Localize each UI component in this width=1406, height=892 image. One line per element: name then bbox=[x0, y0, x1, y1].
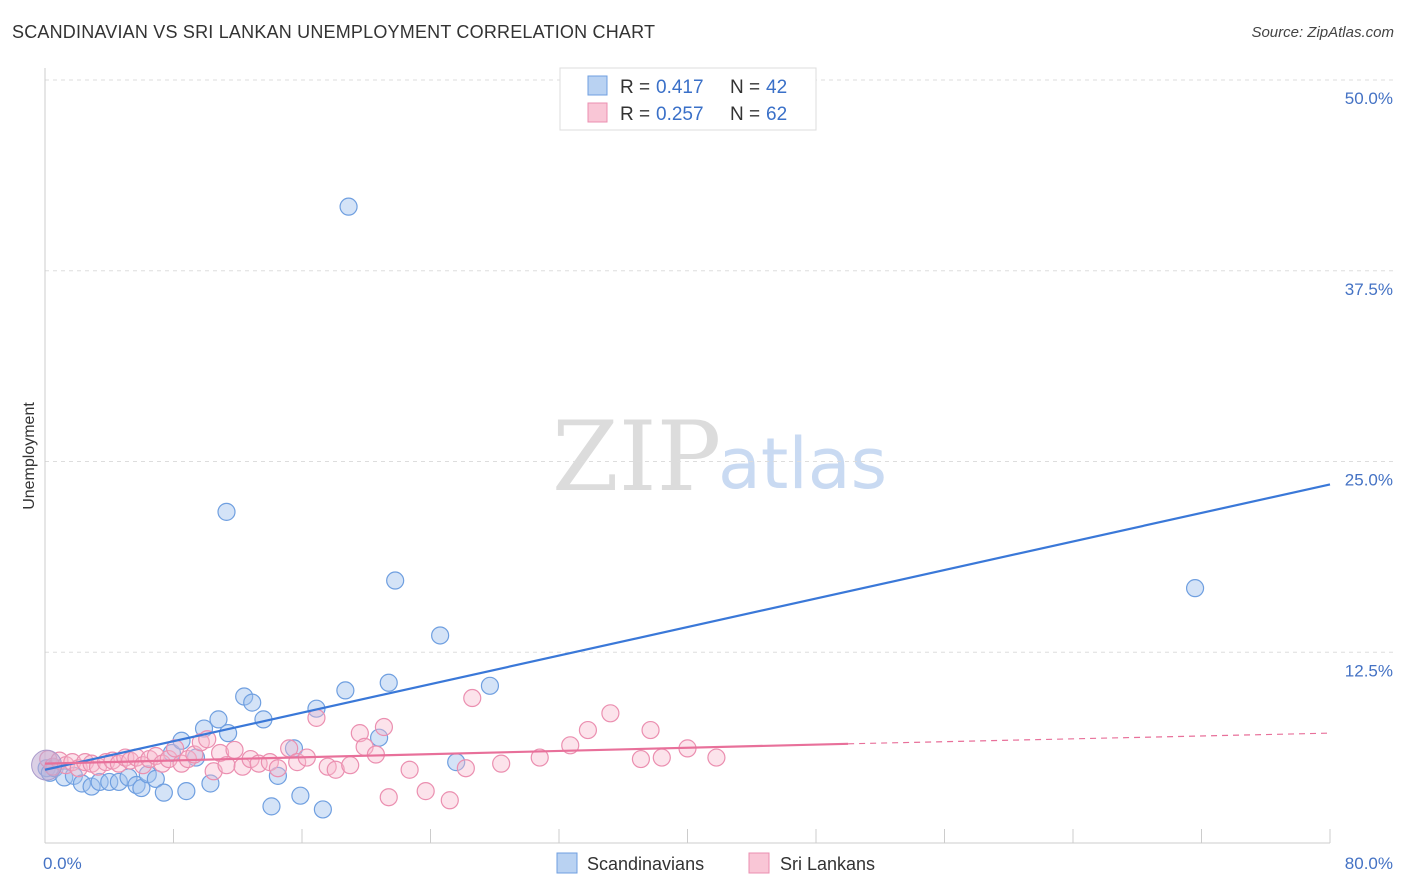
sri-lankan-point bbox=[326, 760, 345, 779]
scandinavian-point bbox=[291, 786, 310, 805]
stats-legend: R = 0.417 N = 42 R = 0.257 N = 62 bbox=[559, 67, 817, 131]
sri-lankan-point bbox=[379, 788, 398, 807]
legend-r-value-2: 0.257 bbox=[656, 104, 704, 125]
y-tick-label: 50.0% bbox=[1345, 89, 1393, 108]
scandinavian-point bbox=[431, 626, 450, 645]
legend-r-label-1: R = bbox=[620, 77, 650, 98]
sri-lankan-point bbox=[400, 760, 419, 779]
scandinavian-point bbox=[336, 681, 355, 700]
y-axis-label: Unemployment bbox=[21, 402, 38, 510]
legend-n-value-2: 62 bbox=[766, 104, 787, 125]
legend-r-value-1: 0.417 bbox=[656, 77, 704, 98]
y-tick-label: 37.5% bbox=[1345, 280, 1393, 299]
x-tick-labels: 0.0% 80.0% bbox=[43, 854, 1393, 873]
sri-lankan-point bbox=[631, 749, 651, 769]
legend-n-label-2: N = bbox=[730, 104, 760, 125]
sri-lankan-point bbox=[341, 756, 360, 775]
x-ticks bbox=[44, 829, 1331, 843]
y-tick-labels: 12.5% 25.0% 37.5% 50.0% bbox=[1345, 89, 1393, 680]
sri-lankan-point bbox=[350, 724, 369, 743]
scandinavian-point bbox=[177, 782, 196, 801]
sri-lankan-point bbox=[463, 688, 482, 708]
sri-lankan-point bbox=[268, 759, 288, 778]
trend-lines bbox=[44, 483, 1331, 771]
sri-lankan-point bbox=[707, 748, 726, 767]
series-legend: Scandinavians Sri Lankans bbox=[556, 852, 875, 874]
gridlines bbox=[45, 79, 1395, 653]
sri-lankan-point bbox=[578, 720, 598, 740]
scandinavian-point bbox=[480, 676, 500, 695]
sri-lankan-point bbox=[641, 720, 660, 740]
legend-r-label-2: R = bbox=[620, 104, 650, 125]
sri-lankan-point bbox=[307, 708, 326, 727]
scandinavian-point bbox=[127, 775, 146, 795]
scandinavian-point bbox=[339, 197, 358, 216]
sri-lankan-point bbox=[217, 756, 236, 775]
bottom-legend-label-sri-lankans: Sri Lankans bbox=[780, 854, 875, 874]
sri-lankan-point bbox=[416, 782, 435, 801]
trend-line-sri-lankans bbox=[44, 742, 849, 765]
y-tick-label: 25.0% bbox=[1345, 471, 1393, 490]
scandinavian-point bbox=[90, 772, 109, 792]
legend-n-value-1: 42 bbox=[766, 77, 787, 98]
scandinavian-point bbox=[262, 797, 281, 816]
x-tick-label-min: 0.0% bbox=[43, 854, 82, 873]
chart-title: SCANDINAVIAN VS SRI LANKAN UNEMPLOYMENT … bbox=[12, 22, 656, 42]
chart-source: Source: ZipAtlas.com bbox=[1251, 24, 1394, 41]
scandinavian-point bbox=[100, 772, 119, 792]
sri-lankan-point bbox=[530, 748, 549, 767]
sri-lankan-point bbox=[652, 748, 671, 767]
scandinavian-point bbox=[209, 710, 228, 729]
cluster-point bbox=[31, 749, 63, 781]
legend-swatch-scandinavians bbox=[587, 75, 608, 96]
x-tick-label-max: 80.0% bbox=[1345, 854, 1393, 873]
y-tick-label: 12.5% bbox=[1345, 661, 1393, 680]
scandinavian-point bbox=[154, 783, 173, 802]
sri-lankan-point bbox=[374, 717, 394, 737]
sri-lankan-point bbox=[456, 759, 475, 778]
watermark-atlas: atlas bbox=[718, 423, 887, 505]
scandinavian-point bbox=[313, 800, 332, 819]
legend-swatch-sri-lankans bbox=[587, 102, 608, 123]
sri-lankan-point bbox=[492, 754, 511, 773]
scandinavian-point bbox=[379, 673, 398, 692]
scandinavian-point bbox=[243, 693, 262, 712]
scandinavian-point bbox=[217, 502, 236, 521]
sri-lankan-point bbox=[601, 704, 620, 723]
scandinavian-point bbox=[1185, 579, 1205, 598]
bottom-legend-swatch-scandinavians bbox=[556, 852, 578, 874]
sri-lankan-point bbox=[440, 791, 459, 810]
legend-n-label-1: N = bbox=[730, 77, 760, 98]
scandinavian-point bbox=[386, 571, 405, 590]
bottom-legend-swatch-sri-lankans bbox=[748, 852, 770, 874]
scandinavian-point bbox=[146, 769, 165, 789]
trend-line-sri-lankans-extension bbox=[848, 732, 1331, 745]
scandinavian-point bbox=[109, 772, 128, 792]
bottom-legend-label-scandinavians: Scandinavians bbox=[587, 854, 704, 874]
trend-line-scandinavians bbox=[44, 483, 1331, 771]
watermark: ZIP atlas bbox=[552, 401, 887, 513]
sri-lankan-point bbox=[225, 740, 244, 760]
scandinavian-point bbox=[268, 766, 288, 785]
watermark-zip: ZIP bbox=[552, 401, 721, 513]
